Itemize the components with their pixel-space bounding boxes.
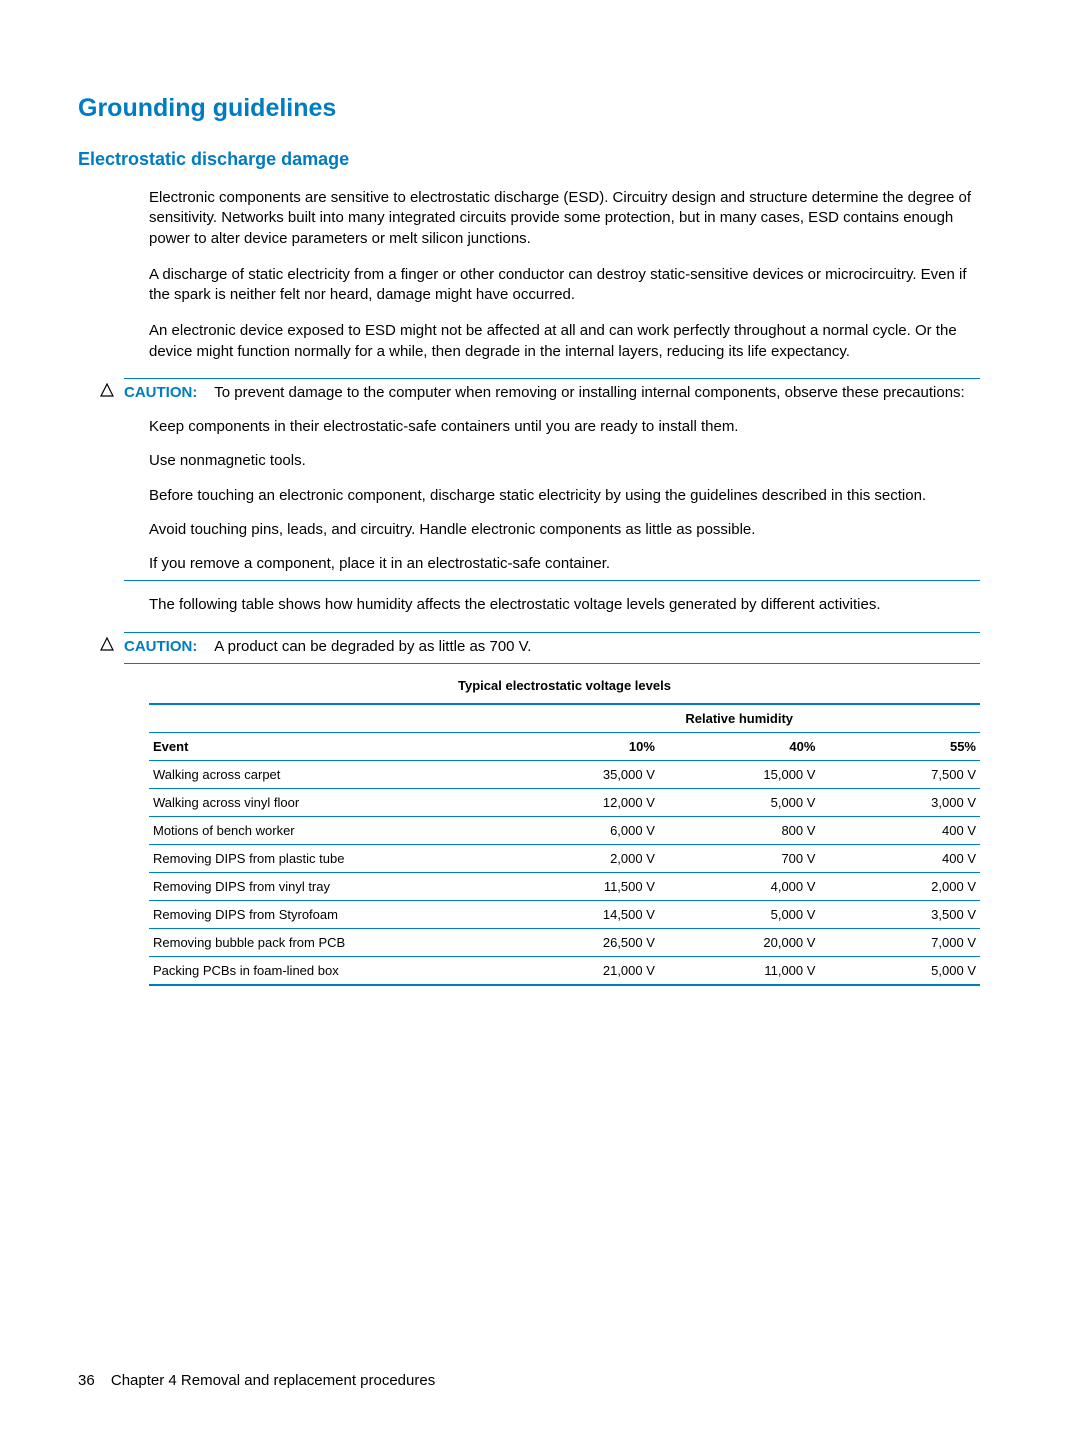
table-humidity-header: Relative humidity xyxy=(498,704,980,733)
caution-block-2: CAUTION: A product can be degraded by as… xyxy=(124,632,980,664)
cell-v40: 700 V xyxy=(659,844,820,872)
table-row: Motions of bench worker6,000 V800 V400 V xyxy=(149,816,980,844)
cell-event: Removing DIPS from plastic tube xyxy=(149,844,498,872)
paragraph: Electronic components are sensitive to e… xyxy=(149,188,980,249)
cell-v10: 2,000 V xyxy=(498,844,659,872)
cell-v40: 5,000 V xyxy=(659,788,820,816)
cell-event: Packing PCBs in foam-lined box xyxy=(149,956,498,985)
cell-v10: 6,000 V xyxy=(498,816,659,844)
cell-event: Walking across carpet xyxy=(149,760,498,788)
rule xyxy=(124,378,980,379)
table-title: Typical electrostatic voltage levels xyxy=(149,678,980,693)
cell-event: Walking across vinyl floor xyxy=(149,788,498,816)
rule xyxy=(124,663,980,664)
caution-icon xyxy=(100,383,116,397)
cell-event: Removing DIPS from Styrofoam xyxy=(149,900,498,928)
cell-v40: 800 V xyxy=(659,816,820,844)
heading-esd-damage: Electrostatic discharge damage xyxy=(78,149,980,170)
cell-v55: 7,500 V xyxy=(819,760,980,788)
cell-event: Removing DIPS from vinyl tray xyxy=(149,872,498,900)
chapter-title: Chapter 4 Removal and replacement proced… xyxy=(111,1372,435,1389)
table-row: Removing DIPS from vinyl tray11,500 V4,0… xyxy=(149,872,980,900)
body-text-block: The following table shows how humidity a… xyxy=(149,595,980,615)
caution-label: CAUTION: xyxy=(124,384,197,401)
voltage-table: Relative humidity Event 10% 40% 55% Walk… xyxy=(149,703,980,986)
heading-grounding-guidelines: Grounding guidelines xyxy=(78,94,980,123)
col-header-event: Event xyxy=(149,732,498,760)
caution-text: CAUTION: To prevent damage to the comput… xyxy=(124,383,980,403)
col-header-10: 10% xyxy=(498,732,659,760)
rule xyxy=(124,632,980,633)
voltage-table-section: Typical electrostatic voltage levels Rel… xyxy=(149,678,980,986)
cell-v55: 3,000 V xyxy=(819,788,980,816)
cell-v55: 2,000 V xyxy=(819,872,980,900)
document-page: Grounding guidelines Electrostatic disch… xyxy=(0,0,1080,1437)
table-row: Removing DIPS from plastic tube2,000 V70… xyxy=(149,844,980,872)
cell-v55: 400 V xyxy=(819,844,980,872)
page-number: 36 xyxy=(78,1372,95,1389)
table-row: Removing bubble pack from PCB26,500 V20,… xyxy=(149,928,980,956)
cell-v40: 11,000 V xyxy=(659,956,820,985)
cell-v40: 15,000 V xyxy=(659,760,820,788)
caution-lead-text: To prevent damage to the computer when r… xyxy=(202,384,965,401)
caution-item: Use nonmagnetic tools. xyxy=(149,451,980,471)
table-humidity-row: Relative humidity xyxy=(149,704,980,733)
col-header-55: 55% xyxy=(819,732,980,760)
table-row: Removing DIPS from Styrofoam14,500 V5,00… xyxy=(149,900,980,928)
col-header-40: 40% xyxy=(659,732,820,760)
cell-v10: 14,500 V xyxy=(498,900,659,928)
caution-item: If you remove a component, place it in a… xyxy=(149,554,980,574)
table-cell-blank xyxy=(149,704,498,733)
table-header-row: Event 10% 40% 55% xyxy=(149,732,980,760)
cell-v10: 35,000 V xyxy=(498,760,659,788)
paragraph: A discharge of static electricity from a… xyxy=(149,265,980,306)
cell-event: Removing bubble pack from PCB xyxy=(149,928,498,956)
caution-item: Before touching an electronic component,… xyxy=(149,486,980,506)
caution-block-1: CAUTION: To prevent damage to the comput… xyxy=(124,378,980,582)
table-row: Walking across vinyl floor12,000 V5,000 … xyxy=(149,788,980,816)
caution-item: Keep components in their electrostatic-s… xyxy=(149,417,980,437)
caution-label: CAUTION: xyxy=(124,638,197,655)
paragraph: An electronic device exposed to ESD migh… xyxy=(149,321,980,362)
cell-v40: 5,000 V xyxy=(659,900,820,928)
caution-item: Avoid touching pins, leads, and circuitr… xyxy=(149,520,980,540)
cell-v40: 4,000 V xyxy=(659,872,820,900)
cell-v55: 3,500 V xyxy=(819,900,980,928)
caution-text: CAUTION: A product can be degraded by as… xyxy=(124,637,980,657)
rule xyxy=(124,580,980,581)
cell-v55: 7,000 V xyxy=(819,928,980,956)
cell-v40: 20,000 V xyxy=(659,928,820,956)
cell-v10: 26,500 V xyxy=(498,928,659,956)
body-text-block: Electronic components are sensitive to e… xyxy=(149,188,980,362)
paragraph: The following table shows how humidity a… xyxy=(149,595,980,615)
cell-v55: 5,000 V xyxy=(819,956,980,985)
table-row: Walking across carpet35,000 V15,000 V7,5… xyxy=(149,760,980,788)
cell-v55: 400 V xyxy=(819,816,980,844)
caution-text-inline: A product can be degraded by as little a… xyxy=(202,638,532,655)
caution-icon xyxy=(100,637,116,651)
page-footer: 36 Chapter 4 Removal and replacement pro… xyxy=(78,1372,435,1389)
caution-header-line: CAUTION: A product can be degraded by as… xyxy=(124,637,980,657)
cell-v10: 21,000 V xyxy=(498,956,659,985)
cell-v10: 12,000 V xyxy=(498,788,659,816)
table-row: Packing PCBs in foam-lined box21,000 V11… xyxy=(149,956,980,985)
caution-header-line: CAUTION: To prevent damage to the comput… xyxy=(124,383,980,403)
cell-v10: 11,500 V xyxy=(498,872,659,900)
cell-event: Motions of bench worker xyxy=(149,816,498,844)
